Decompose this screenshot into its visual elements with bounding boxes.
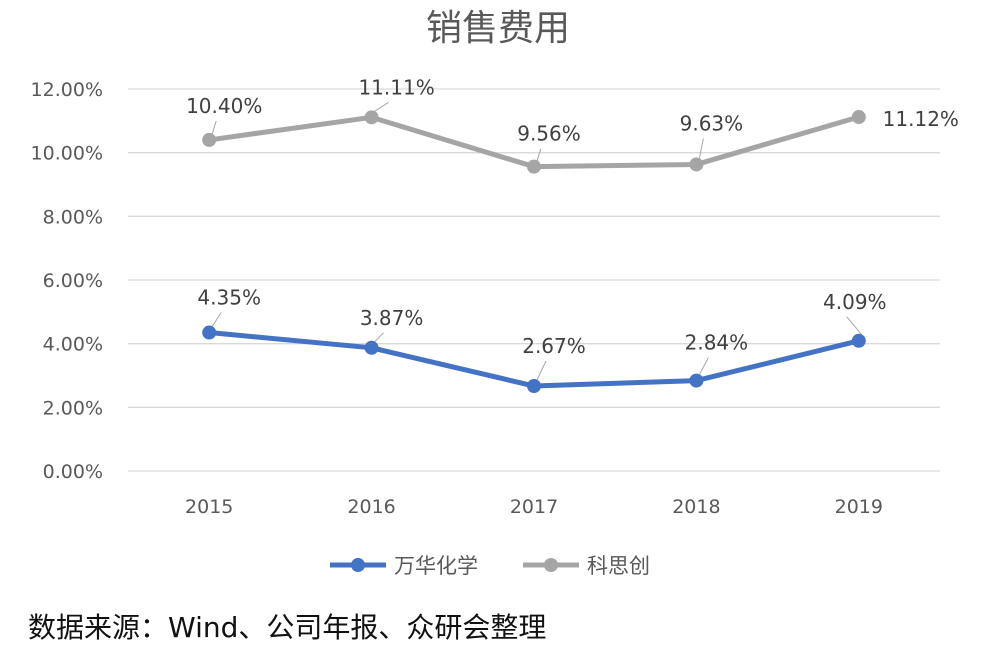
data-label: 9.56%	[517, 122, 581, 146]
data-label: 3.87%	[360, 306, 424, 330]
legend-label: 万华化学	[394, 554, 478, 578]
y-tick-label: 6.00%	[43, 270, 103, 292]
x-tick-label: 2017	[510, 496, 558, 518]
y-tick-label: 4.00%	[43, 334, 103, 356]
chart-title: 销售费用	[426, 8, 570, 49]
x-tick-label: 2019	[835, 496, 883, 518]
legend-label: 科思创	[587, 554, 650, 578]
x-tick-label: 2015	[185, 496, 233, 518]
data-label: 10.40%	[186, 94, 262, 118]
data-label: 11.12%	[883, 107, 959, 131]
series-group	[202, 110, 866, 394]
legend: 万华化学 科思创	[330, 554, 650, 578]
data-point	[364, 110, 379, 125]
data-point	[527, 159, 541, 174]
leader-line	[846, 316, 863, 336]
leader-line	[211, 312, 222, 327]
leader-line	[536, 148, 542, 161]
data-point	[689, 157, 704, 172]
data-point	[527, 379, 541, 394]
data-point	[689, 373, 704, 388]
data-label: 2.84%	[685, 331, 749, 355]
x-axis: 2015 2016 2017 2018 2019	[185, 496, 883, 518]
leader-line	[374, 332, 384, 343]
data-label: 2.67%	[522, 334, 586, 358]
leader-line	[536, 360, 547, 381]
y-axis: 0.00% 2.00% 4.00% 6.00% 8.00% 10.00% 12.00%	[31, 79, 103, 483]
data-point	[851, 110, 866, 125]
y-tick-label: 2.00%	[43, 397, 103, 419]
y-tick-label: 12.00%	[31, 79, 103, 101]
data-labels: 4.35% 3.87% 2.67% 2.84% 4.09% 10.40% 11.11% 9.5…	[186, 75, 959, 381]
data-point	[202, 325, 217, 340]
y-tick-label: 0.00%	[43, 461, 103, 483]
legend-marker	[544, 558, 558, 572]
data-label: 9.63%	[680, 111, 744, 135]
data-label: 4.09%	[823, 290, 887, 314]
data-label: 4.35%	[197, 286, 261, 310]
source-note: 数据来源：Wind、公司年报、众研会整理	[28, 611, 547, 644]
leader-line	[698, 138, 704, 159]
y-tick-label: 10.00%	[31, 143, 103, 165]
x-tick-label: 2016	[347, 496, 395, 518]
leader-line	[211, 120, 217, 135]
legend-marker	[351, 558, 365, 572]
data-point	[364, 340, 379, 355]
line-chart: 销售费用 0.00% 2.00% 4.00% 6.00% 8.00% 10.00% 12.0…	[31, 8, 959, 578]
leader-line	[374, 101, 389, 112]
grid	[128, 88, 940, 472]
data-point	[851, 333, 866, 348]
data-point	[202, 132, 217, 147]
y-tick-label: 8.00%	[43, 206, 103, 228]
x-tick-label: 2018	[672, 496, 720, 518]
leader-line	[698, 357, 709, 375]
data-label: 11.11%	[358, 75, 434, 99]
